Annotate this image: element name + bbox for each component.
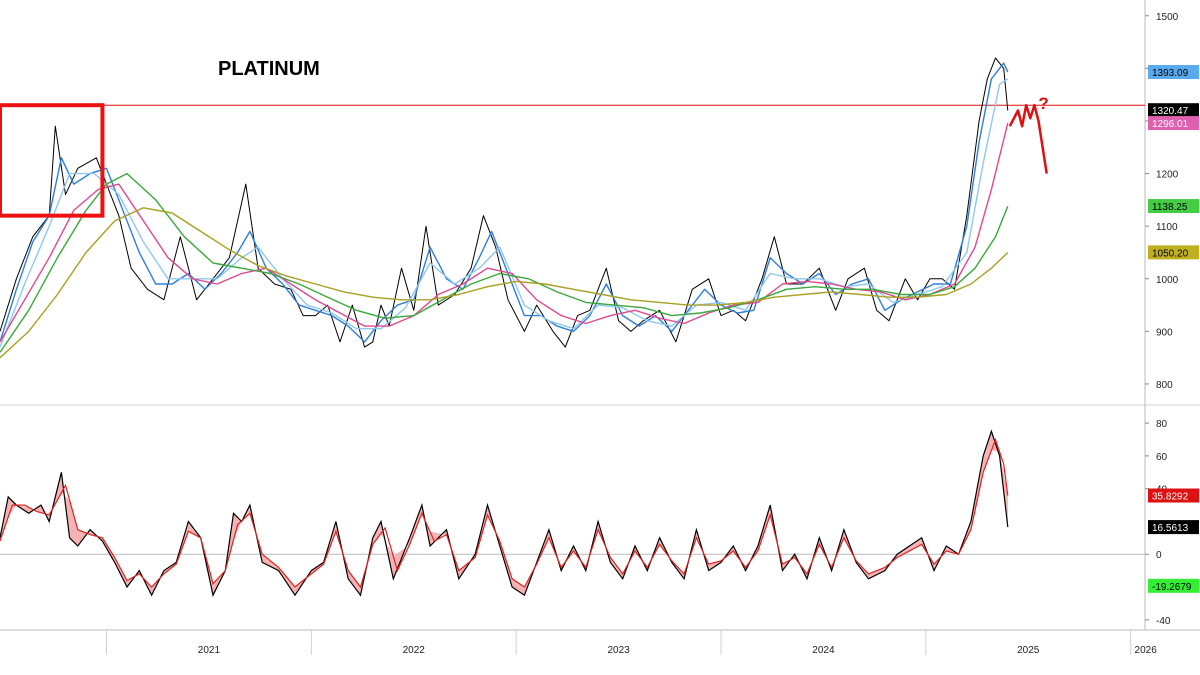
price-series-line: [0, 62, 1009, 343]
y-tick-label: 800: [1156, 380, 1173, 391]
value-tag: [1148, 245, 1199, 260]
price-series-line: [0, 57, 1009, 348]
highlight-box: [0, 103, 105, 218]
oscillator-line: [0, 429, 1009, 597]
x-tick-label: 2021: [198, 645, 221, 656]
value-tag: [1148, 488, 1199, 503]
price-series-line: [0, 172, 1009, 353]
value-tag-label: 35.8292: [1152, 492, 1189, 503]
chart-title: PLATINUM: [218, 58, 320, 80]
value-tag: [1148, 116, 1199, 131]
value-tag-label: 1296.01: [1152, 119, 1189, 130]
price-series-line: [0, 207, 1009, 359]
price-panel: 800900100011001200130014001500?1393.0913…: [0, 0, 1200, 630]
x-tick-label: 2022: [403, 645, 426, 656]
value-tag: [1148, 65, 1199, 80]
y-tick-label: 1000: [1156, 275, 1179, 286]
value-tag-label: 16.5613: [1152, 523, 1189, 534]
value-tag-label: 1393.09: [1152, 68, 1189, 79]
x-axis: 2021 2022 2023 2024 2025 2026: [0, 629, 1200, 656]
value-tag: [1148, 103, 1199, 118]
y-tick-label: -40: [1156, 616, 1171, 627]
value-tag-label: 1320.47: [1152, 106, 1189, 117]
oscillator-line: [0, 437, 1009, 589]
y-tick-label: 80: [1156, 419, 1168, 430]
y-tick-label: 1100: [1156, 222, 1178, 233]
y-tick-label: 0: [1156, 550, 1162, 561]
value-tag-label: 1050.20: [1152, 248, 1189, 259]
x-tick-label: 2025: [1017, 645, 1040, 656]
y-tick-label: 60: [1156, 452, 1168, 463]
value-tag-label: -19.2679: [1152, 582, 1192, 593]
x-tick-label: 2024: [812, 645, 835, 656]
value-tag: [1148, 199, 1199, 214]
y-tick-label: 900: [1156, 327, 1173, 338]
x-tick-label: 2026: [1135, 645, 1158, 656]
value-tag: [1148, 520, 1199, 535]
y-tick-label: 1200: [1156, 170, 1179, 181]
value-tag-label: 1138.25: [1152, 202, 1188, 213]
x-tick-label: 2023: [607, 645, 630, 656]
value-tag: [1148, 578, 1199, 593]
projection-path: [1008, 103, 1048, 174]
annotation-label: ?: [1038, 94, 1048, 113]
y-tick-label: 1500: [1156, 12, 1179, 23]
